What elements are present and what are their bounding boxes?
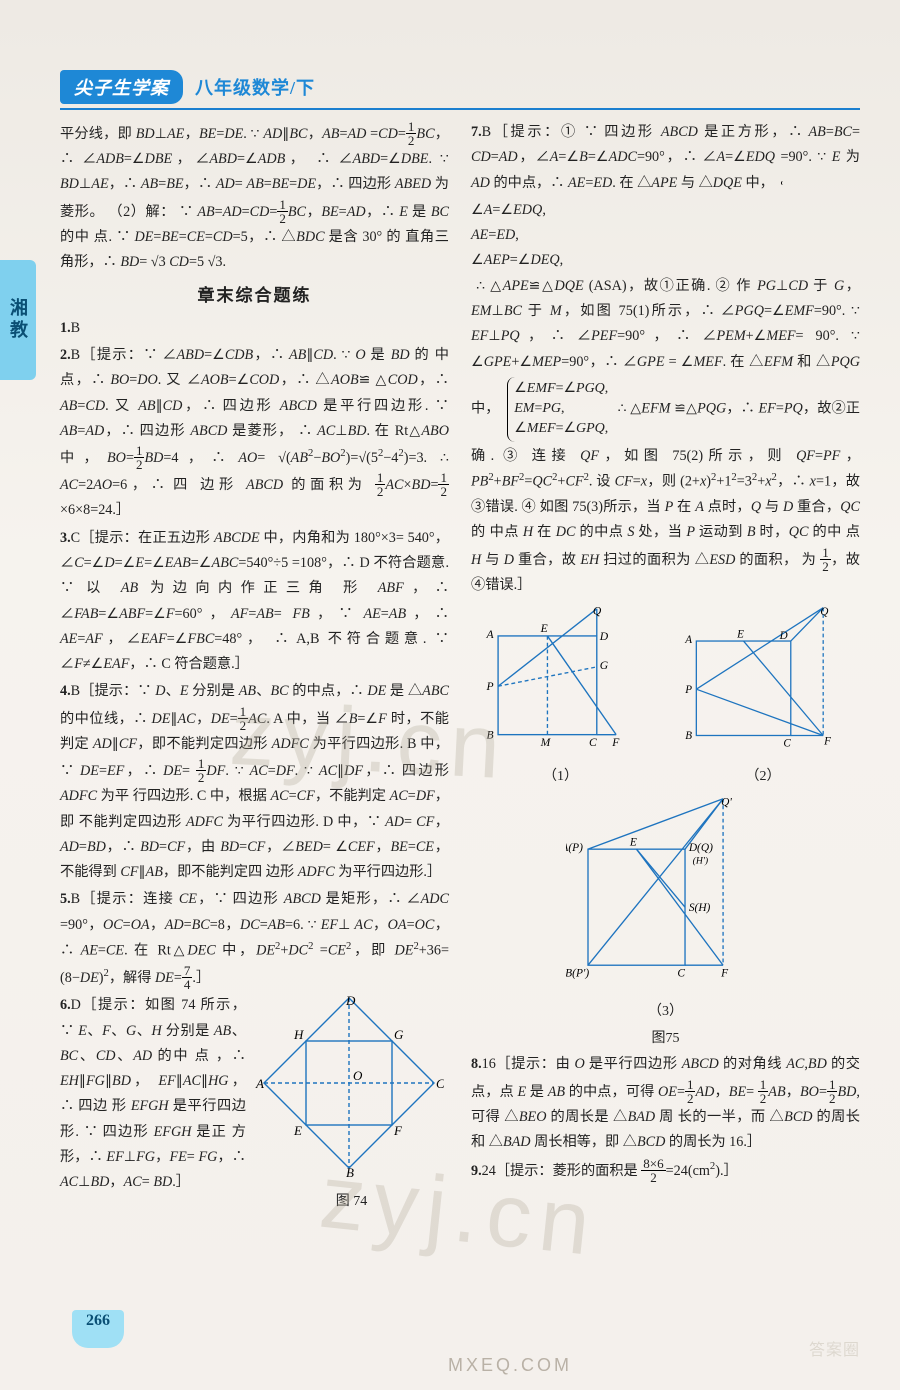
svg-text:E: E (540, 622, 548, 635)
svg-text:A: A (684, 634, 692, 646)
svg-text:(H'): (H') (692, 856, 708, 867)
svg-text:A(P): A(P) (566, 842, 583, 854)
figure-74-caption: 图 74 (254, 1190, 449, 1215)
svg-text:M: M (540, 736, 552, 749)
figure-75-1-caption: （1） (478, 765, 643, 790)
svg-text:A: A (255, 1076, 264, 1091)
figure-74: A B C D E F G H O 图 74 (254, 993, 449, 1214)
svg-text:C: C (589, 736, 597, 749)
left-column: 平分线，即 BD⊥AE，BE=DE. ∵ AD∥BC，AB=AD =CD=12B… (60, 120, 449, 1320)
brace-2: ∠EMF=∠PGQ, EM=PG, ∠MEF=∠GPQ, (507, 377, 608, 442)
q6-wrap: 6.D［提示：如图 74 所示， ∵ E、F、G、H 分别是 AB、BC、CD、… (60, 993, 449, 1214)
svg-text:H: H (293, 1027, 304, 1042)
svg-text:P: P (684, 684, 692, 696)
figure-75-caption: 图75 (566, 1027, 766, 1052)
header-badge: 尖子生学案 (60, 70, 183, 104)
svg-text:D: D (779, 630, 788, 642)
svg-text:Q': Q' (721, 797, 732, 809)
svg-text:B(P'): B(P') (566, 968, 589, 980)
page-number: 266 (72, 1310, 124, 1348)
svg-text:D: D (599, 630, 609, 643)
svg-text:C: C (783, 738, 791, 750)
svg-text:E: E (736, 628, 744, 640)
svg-text:P: P (485, 680, 493, 693)
svg-text:E: E (628, 837, 636, 849)
figure-75-3: A(P) B(P') C D(Q) (H') E F Q' S(H) （3） 图… (471, 794, 860, 1052)
figure-75-2: A B C D E F P Q （2） (673, 604, 853, 790)
svg-text:O: O (353, 1068, 363, 1083)
header-subtitle: 八年级数学/下 (195, 74, 315, 100)
section-title: 章末综合题练 (60, 281, 449, 311)
q8: 8.16［提示：由 O 是平行四边形 ABCD 的对角线 AC,BD 的交点，点… (471, 1052, 860, 1155)
svg-text:F: F (611, 736, 620, 749)
svg-text:B: B (486, 729, 493, 742)
svg-text:B: B (346, 1165, 354, 1178)
svg-text:Q: Q (593, 605, 602, 618)
side-tab-label: 湘教 (0, 260, 36, 380)
q5: 5.B［提示：连接 CE，∵ 四边形 ABCD 是矩形，∴ ∠ADC =90°，… (60, 887, 449, 991)
q4: 4.B［提示：∵ D、E 分别是 AB、BC 的中点，∴ DE 是 △ABC 的… (60, 679, 449, 885)
q7: 7.B［提示：① ∵ 四边形 ABCD 是正方形，∴ AB=BC= CD=AD，… (471, 120, 860, 196)
svg-text:G: G (600, 659, 609, 672)
svg-text:F: F (720, 968, 729, 980)
pre-block-text: 平分线，即 BD⊥AE，BE=DE. ∵ AD∥BC，AB=AD =CD=12B… (60, 120, 449, 275)
figure-75-2-caption: （2） (673, 765, 853, 790)
figure-75-3-caption: （3） (566, 1000, 766, 1025)
watermark-site: MXEQ.COM (60, 1355, 900, 1376)
svg-text:E: E (293, 1123, 302, 1138)
svg-text:G: G (394, 1027, 404, 1042)
page: 尖子生学案 八年级数学/下 湘教 平分线，即 BD⊥AE，BE=DE. ∵ AD… (0, 0, 900, 1390)
figure-75-row-1: A B C D E F G M P Q （1） (471, 604, 860, 790)
right-column: 7.B［提示：① ∵ 四边形 ABCD 是正方形，∴ AB=BC= CD=AD，… (471, 120, 860, 1320)
page-header: 尖子生学案 八年级数学/下 (60, 70, 860, 110)
header-rule (60, 108, 860, 110)
q2: 2.B［提示：∵ ∠ABD=∠CDB，∴ AB∥CD. ∵ O 是 BD 的 中… (60, 343, 449, 524)
svg-text:C: C (677, 968, 685, 980)
q3: 3.C［提示：在正五边形 ABCDE 中，内角和为 180°×3= 540°，∠… (60, 526, 449, 678)
figure-75-1: A B C D E F G M P Q （1） (478, 604, 643, 790)
svg-text:B: B (685, 730, 692, 742)
q6: 6.D［提示：如图 74 所示， ∵ E、F、G、H 分别是 AB、BC、CD、… (60, 993, 246, 1195)
svg-text:D: D (345, 993, 356, 1008)
svg-text:F: F (393, 1123, 403, 1138)
watermark-corner: 答案圈 (809, 1336, 860, 1360)
q1: 1.B (60, 316, 449, 341)
svg-text:S(H): S(H) (688, 902, 710, 914)
svg-text:A: A (485, 628, 494, 641)
svg-text:Q: Q (820, 606, 828, 618)
brace-1 (781, 181, 788, 185)
svg-text:D(Q): D(Q) (687, 842, 712, 854)
svg-text:C: C (436, 1076, 444, 1091)
svg-text:F: F (823, 736, 831, 748)
q9: 9.24［提示：菱形的面积是 8×62=24(cm2).］ (471, 1157, 860, 1184)
body-columns: 平分线，即 BD⊥AE，BE=DE. ∵ AD∥BC，AB=AD =CD=12B… (60, 120, 860, 1320)
